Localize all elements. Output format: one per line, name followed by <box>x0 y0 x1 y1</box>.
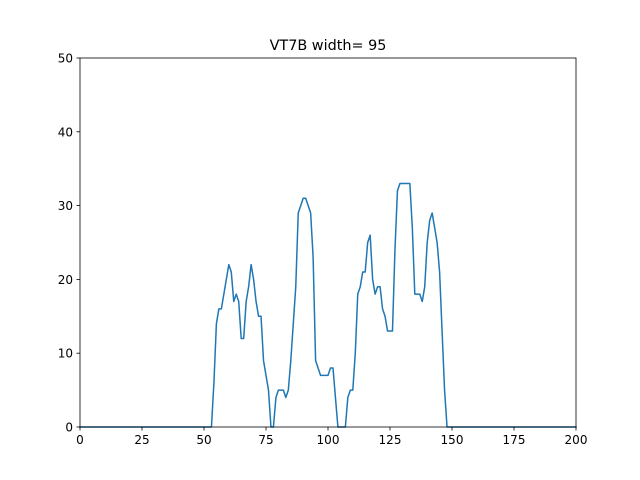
y-tick-label: 10 <box>58 347 73 361</box>
chart-title: VT7B width= 95 <box>270 38 387 54</box>
x-tick-label: 75 <box>258 433 273 447</box>
y-tick-label: 50 <box>58 52 73 66</box>
x-tick-label: 0 <box>76 433 84 447</box>
x-tick-label: 150 <box>441 433 464 447</box>
plot-area <box>79 182 577 428</box>
y-tick-label: 0 <box>65 421 73 435</box>
y-tick-label: 40 <box>58 125 73 139</box>
series-line-0 <box>79 182 577 428</box>
y-tick-label: 30 <box>58 199 73 213</box>
x-tick-label: 125 <box>379 433 402 447</box>
x-tick-label: 200 <box>565 433 588 447</box>
x-tick-label: 175 <box>503 433 526 447</box>
y-tick-label: 20 <box>58 273 73 287</box>
x-tick-label: 100 <box>317 433 340 447</box>
axes: 0 25 50 75 100 125 150 175 200 0 10 20 30 40 50 <box>58 52 588 448</box>
x-tick-label: 25 <box>134 433 149 447</box>
x-tick-label: 50 <box>196 433 211 447</box>
